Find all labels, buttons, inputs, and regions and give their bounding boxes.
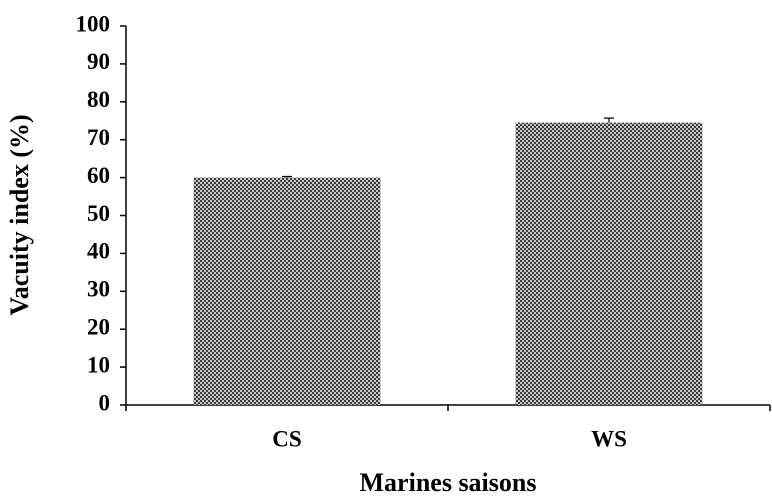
y-tick-label: 0 <box>99 390 111 415</box>
y-tick-label: 40 <box>87 239 110 264</box>
error-bar <box>604 117 614 123</box>
y-tick-label: 70 <box>87 125 110 150</box>
y-tick-label: 90 <box>87 49 110 74</box>
x-tick-label: CS <box>272 426 301 451</box>
y-tick-label: 60 <box>87 163 110 188</box>
y-axis-title: Vacuity index (%) <box>5 114 34 315</box>
y-tick-label: 20 <box>87 314 110 339</box>
y-tick-label: 50 <box>87 201 110 226</box>
y-tick-label: 100 <box>76 11 111 36</box>
error-bar <box>282 175 292 178</box>
y-tick-label: 10 <box>87 352 110 377</box>
y-tick-label: 30 <box>87 277 110 302</box>
bar <box>193 177 381 405</box>
x-tick-label: WS <box>591 426 627 451</box>
x-axis-title: Marines saisons <box>360 468 537 497</box>
y-tick-label: 80 <box>87 87 110 112</box>
bar <box>515 122 703 406</box>
